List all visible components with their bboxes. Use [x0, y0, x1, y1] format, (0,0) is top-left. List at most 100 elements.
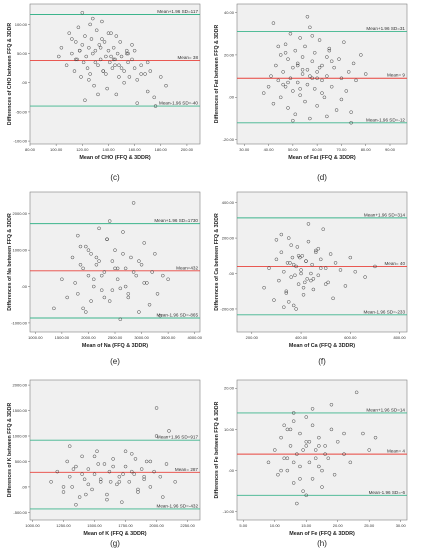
- data-point: [70, 485, 74, 489]
- data-point: [287, 236, 291, 240]
- data-point: [322, 95, 327, 100]
- panel-caption: (h): [317, 539, 327, 548]
- data-point: [325, 55, 329, 59]
- data-point: [285, 456, 290, 460]
- data-point: [72, 69, 77, 73]
- data-point: [109, 31, 113, 35]
- y-tick-label: 400.00: [222, 200, 235, 205]
- data-point: [342, 452, 346, 456]
- x-tick-label: 80.00: [361, 147, 372, 152]
- data-point: [70, 37, 74, 41]
- data-point: [89, 37, 94, 41]
- mean-label: Mean= 287: [175, 467, 199, 472]
- data-point: [276, 44, 281, 49]
- data-point: [153, 252, 157, 256]
- data-point: [139, 467, 144, 471]
- data-point: [281, 70, 285, 74]
- data-point: [126, 292, 131, 296]
- data-point: [121, 252, 125, 256]
- data-point: [307, 440, 312, 444]
- data-point: [325, 114, 329, 119]
- data-point: [303, 99, 307, 104]
- data-point: [102, 462, 107, 466]
- data-point: [135, 101, 139, 105]
- data-point: [291, 460, 296, 465]
- data-point: [142, 475, 146, 479]
- data-point: [65, 459, 69, 464]
- y-tick-label: 40.00: [224, 10, 235, 15]
- data-point: [363, 72, 368, 76]
- data-point: [76, 292, 80, 296]
- data-point: [373, 264, 377, 269]
- data-point: [164, 83, 168, 88]
- data-point: [298, 431, 302, 436]
- data-point: [274, 257, 279, 262]
- data-point: [320, 91, 324, 95]
- data-point: [96, 63, 100, 67]
- data-point: [288, 444, 293, 448]
- data-point: [273, 448, 277, 452]
- data-point: [110, 66, 115, 70]
- data-point: [115, 266, 120, 271]
- data-point: [77, 495, 82, 499]
- data-point: [317, 38, 322, 42]
- data-point: [320, 63, 324, 68]
- data-point: [67, 475, 72, 479]
- y-tick-label: -200.00: [220, 306, 234, 311]
- data-point: [285, 261, 290, 265]
- data-point: [277, 278, 281, 283]
- plot-area: [29, 379, 201, 521]
- x-tick-label: 5.00: [239, 523, 248, 528]
- data-point: [77, 48, 82, 53]
- x-tick-label: 1500.00: [55, 335, 70, 340]
- data-point: [295, 452, 299, 456]
- y-tick-label: .00: [21, 484, 27, 489]
- data-point: [97, 226, 101, 231]
- x-tick-label: 180.00: [155, 147, 168, 152]
- data-point: [75, 57, 79, 62]
- y-axis-label: Differences of K between FFQ & 3DDR: [7, 402, 13, 497]
- data-point: [85, 66, 90, 70]
- data-point: [305, 277, 309, 281]
- data-point: [354, 390, 359, 395]
- data-point: [131, 270, 136, 274]
- data-point: [317, 444, 321, 448]
- data-point: [313, 448, 318, 452]
- lower-limit-label: Mean-1.96 SD=-12: [366, 117, 405, 122]
- y-tick-label: 1500.00: [13, 408, 28, 413]
- data-point: [298, 255, 302, 260]
- data-point: [304, 259, 308, 263]
- data-point: [274, 63, 278, 68]
- data-point: [315, 104, 319, 108]
- mean-label: Mean= 40: [384, 261, 405, 266]
- y-tick-label: 10.00: [224, 427, 235, 432]
- data-point: [145, 281, 149, 285]
- data-point: [97, 259, 101, 263]
- data-point: [306, 239, 311, 244]
- data-point: [286, 106, 290, 110]
- y-tick-label: 50.00: [17, 51, 28, 56]
- data-point: [126, 295, 131, 300]
- data-point: [60, 277, 64, 281]
- data-point: [300, 72, 305, 76]
- data-point: [301, 448, 305, 452]
- data-point: [346, 70, 351, 74]
- data-point: [49, 480, 53, 484]
- data-point: [295, 80, 300, 85]
- data-point: [107, 219, 112, 223]
- x-tick-label: 3000.00: [134, 335, 149, 340]
- data-point: [304, 493, 308, 498]
- data-point: [143, 72, 147, 76]
- data-point: [67, 444, 72, 448]
- upper-limit-label: Mean+1.96 SD=117: [157, 9, 198, 14]
- data-point: [98, 46, 103, 50]
- data-point: [307, 460, 312, 465]
- panel-caption: (c): [110, 173, 120, 182]
- data-point: [317, 464, 321, 469]
- data-point: [266, 460, 271, 465]
- data-point: [281, 82, 285, 87]
- data-point: [61, 490, 66, 494]
- data-point: [118, 40, 122, 44]
- data-point: [329, 85, 334, 89]
